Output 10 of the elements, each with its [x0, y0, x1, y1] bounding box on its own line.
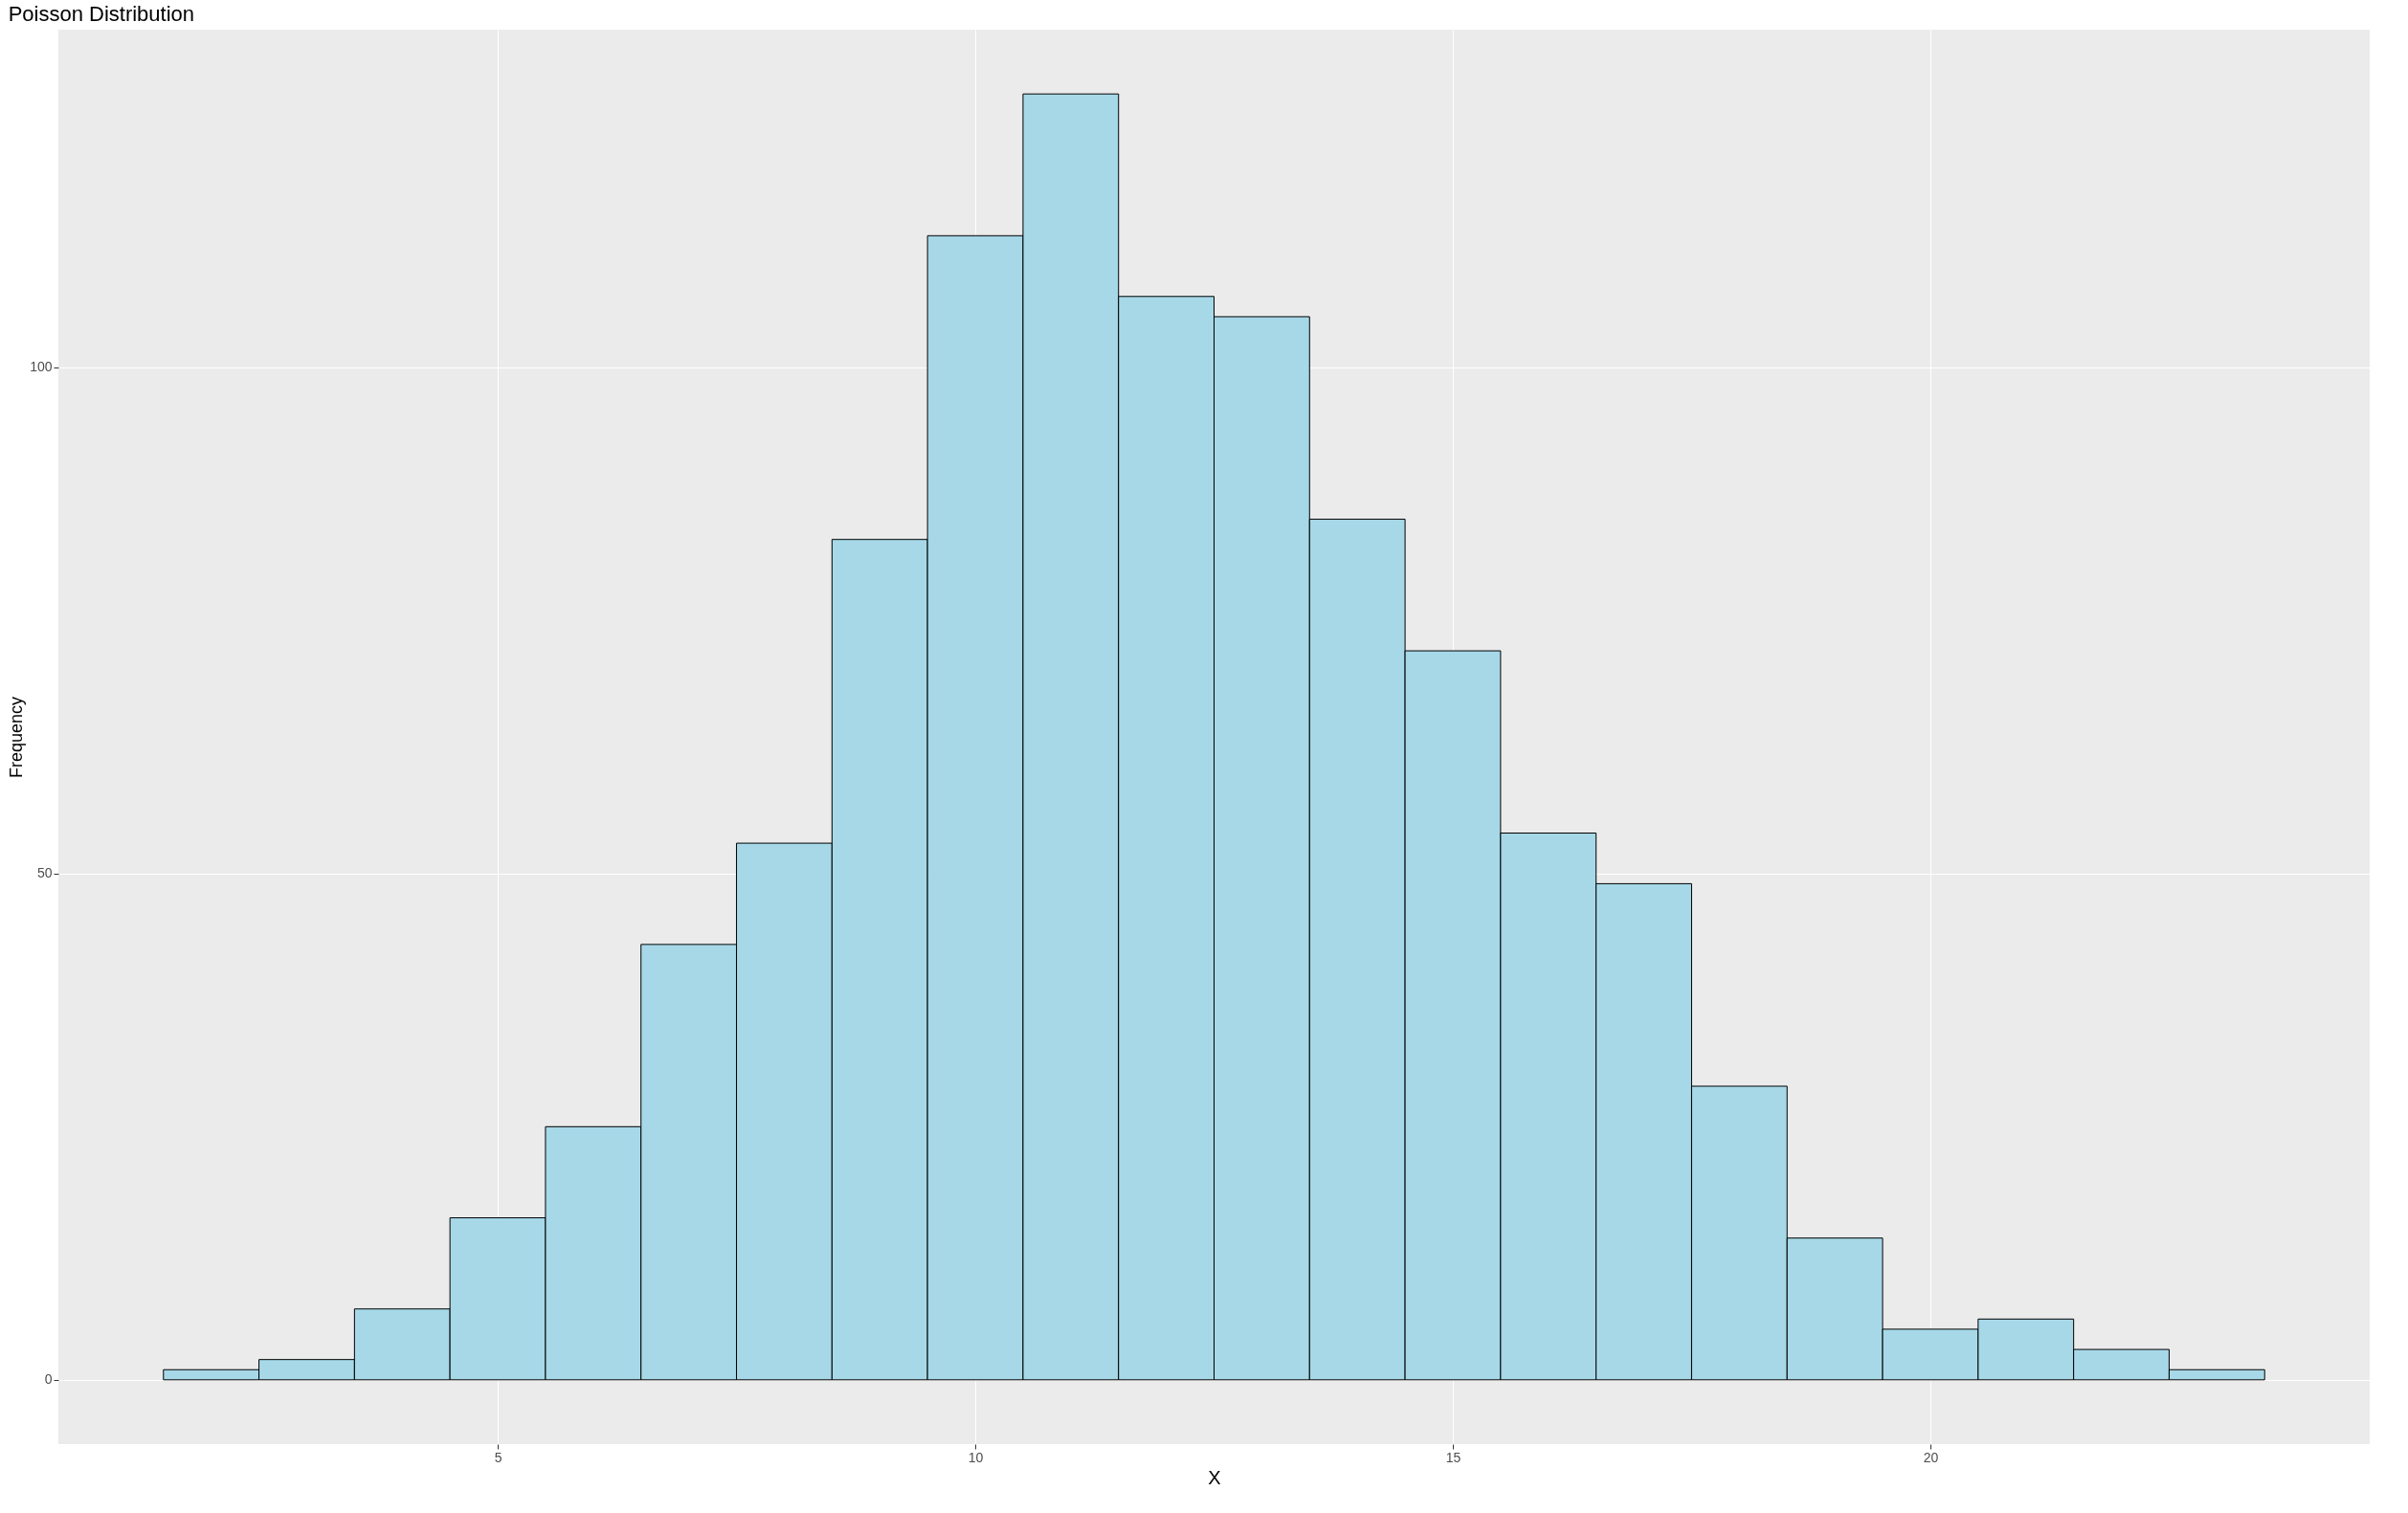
chart-title: Poisson Distribution [8, 2, 195, 26]
y-tick-label: 50 [36, 865, 53, 881]
x-tick-label: 15 [1445, 1449, 1461, 1465]
x-axis-title: X [1208, 1466, 1221, 1488]
y-tick-label: 100 [30, 359, 53, 375]
y-tick-label: 0 [44, 1371, 53, 1388]
x-tick-label: 10 [968, 1449, 984, 1465]
x-tick-label: 20 [1923, 1449, 1939, 1465]
x-tick-label: 5 [494, 1449, 502, 1465]
y-axis-title: Frequency [7, 696, 27, 779]
